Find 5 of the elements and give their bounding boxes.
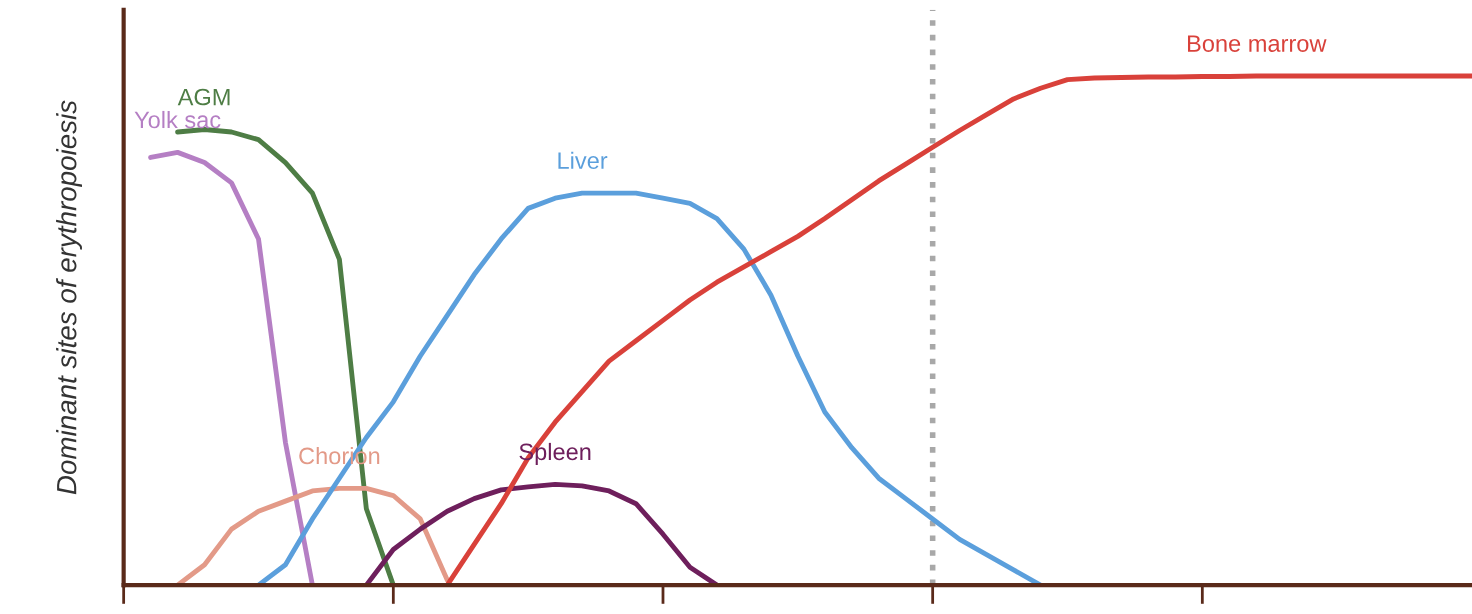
series-label: Liver (558, 151, 608, 169)
series-label: Bone marrow (1188, 35, 1327, 52)
y-axis-title: Dominant sites of erythropoiesis (56, 100, 82, 495)
series-label: AGM (177, 88, 230, 106)
series-label: Yolk sac (134, 110, 221, 129)
